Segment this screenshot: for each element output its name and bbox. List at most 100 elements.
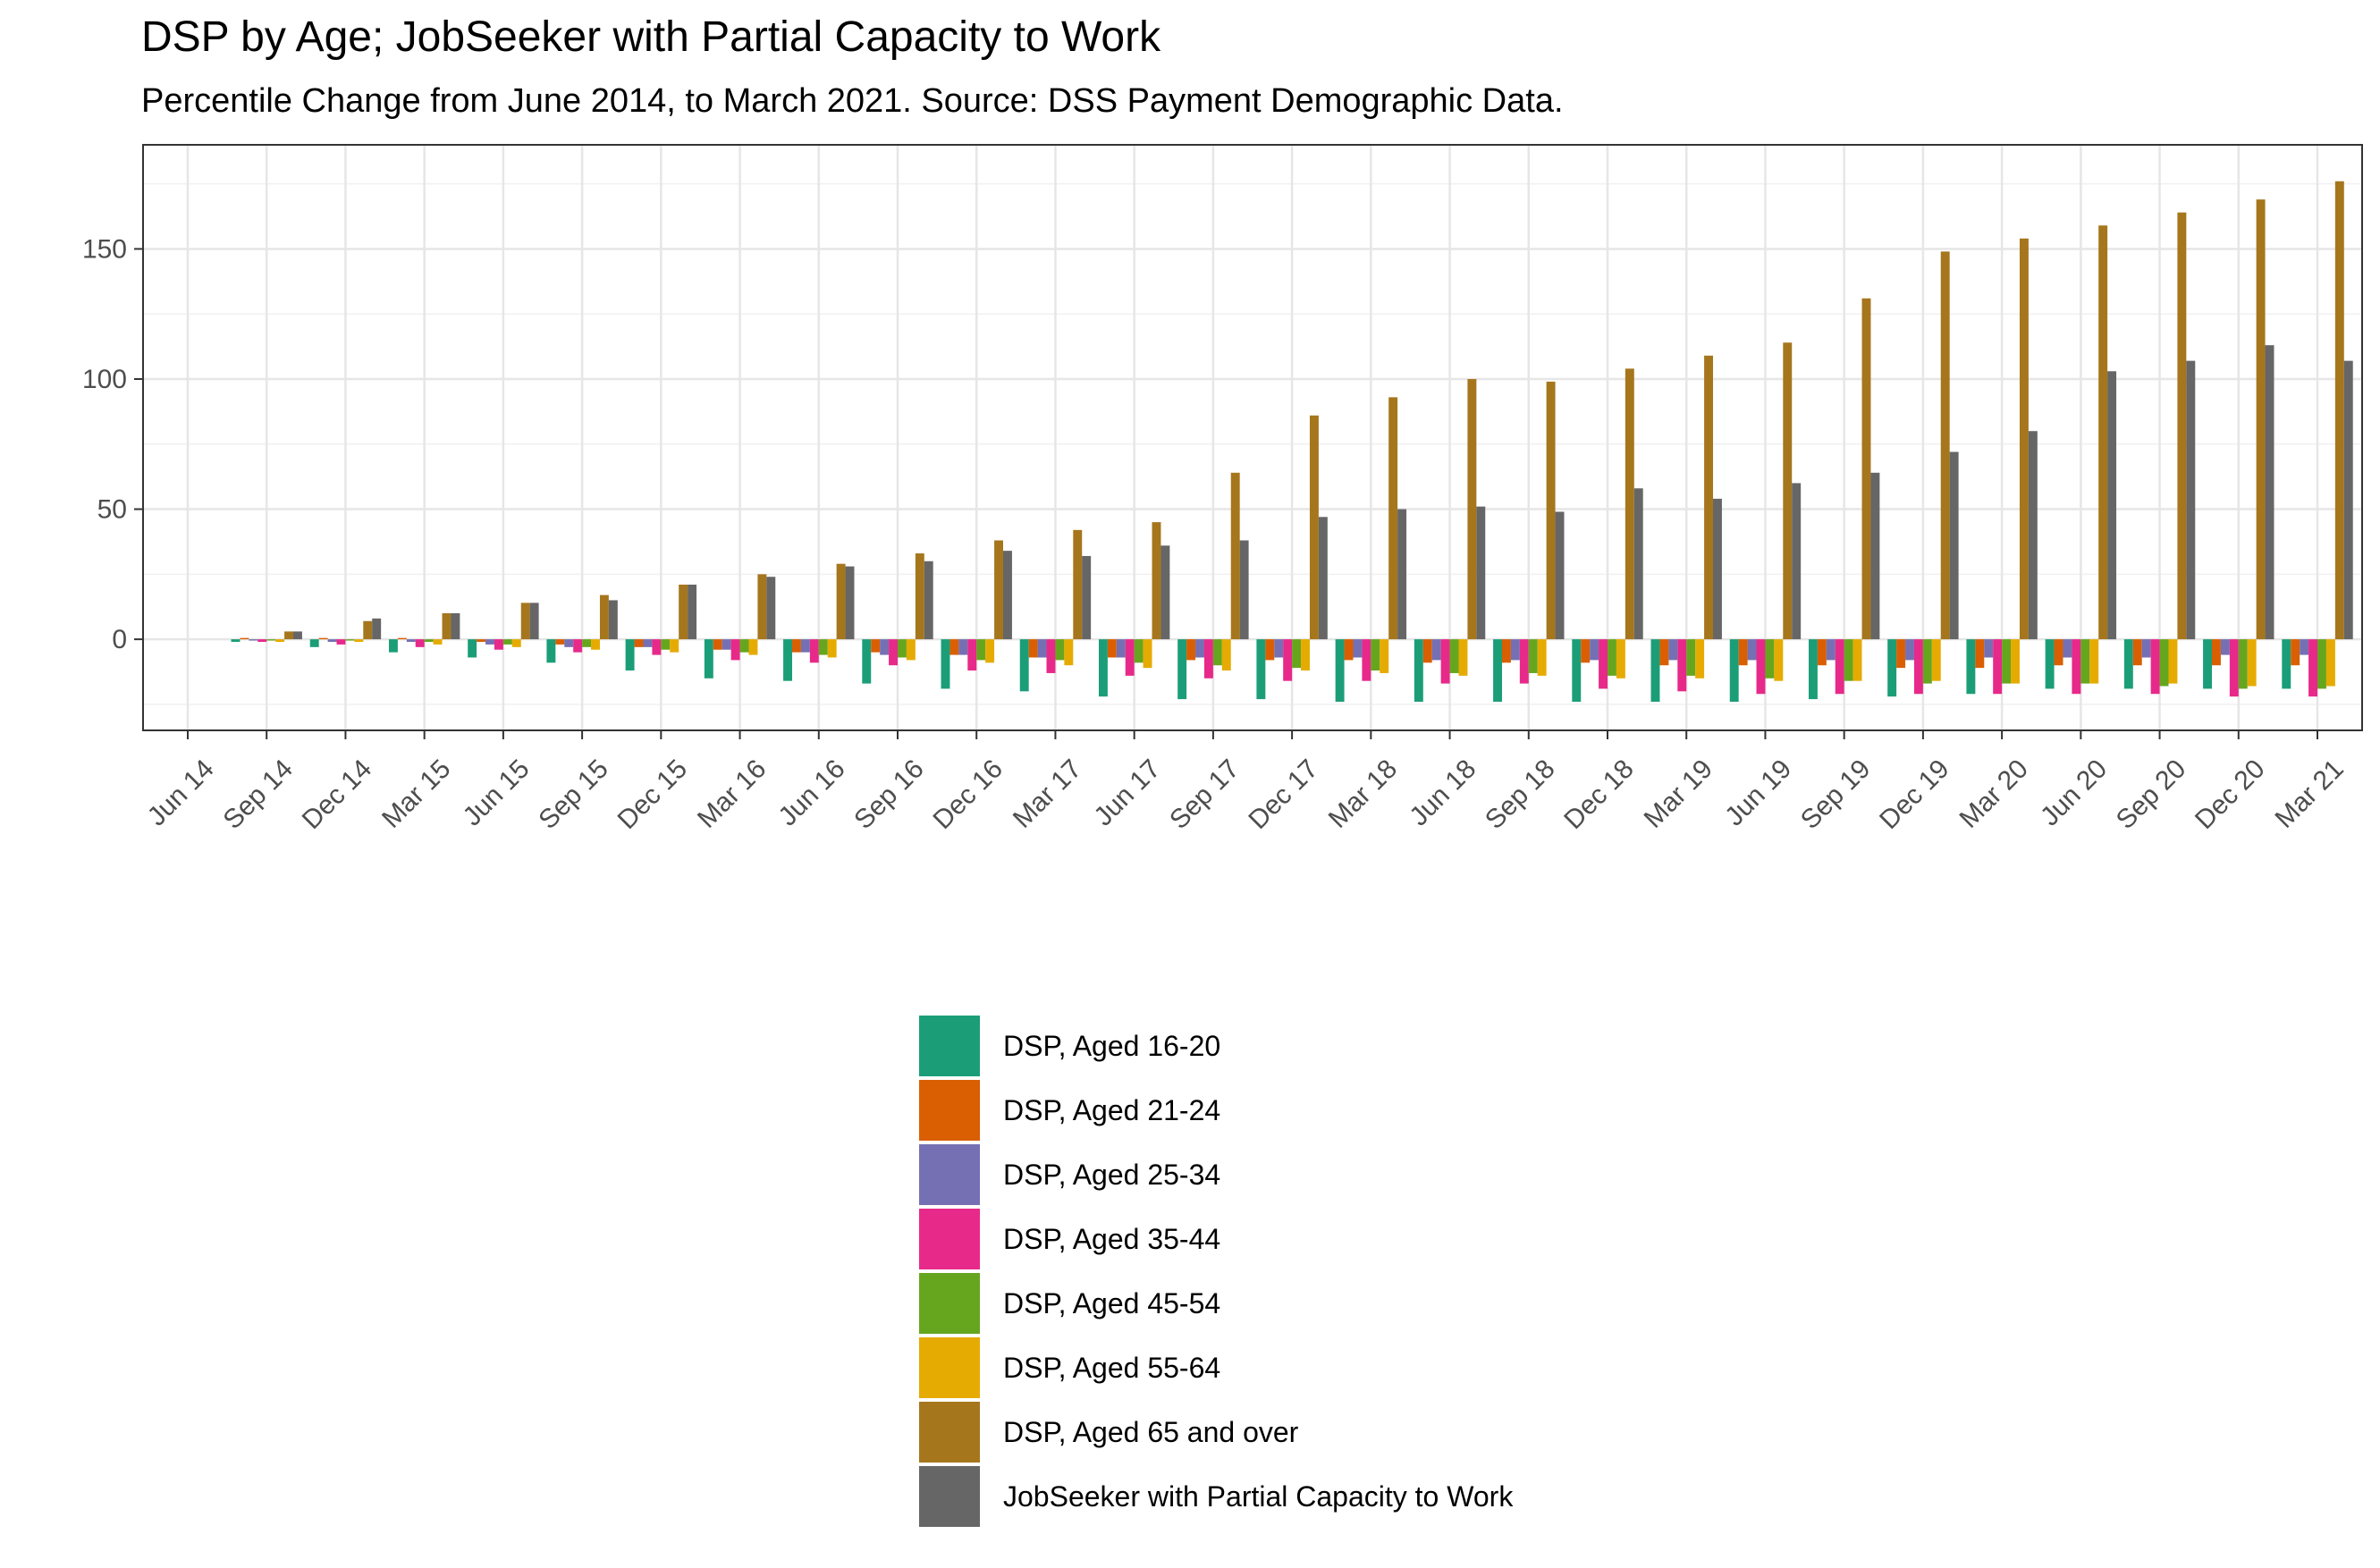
bar [1677,639,1687,692]
x-tick-label: Mar 21 [2269,754,2349,833]
bar [2054,639,2064,666]
bar [1510,639,1520,661]
x-tick-label: Sep 16 [848,754,930,835]
bar [591,639,600,650]
bar [599,594,609,640]
bar [240,637,249,640]
legend-label: DSP, Aged 16-20 [1003,1030,1221,1062]
bar [1783,342,1793,640]
bar [1528,639,1538,673]
bar [880,639,890,655]
bar [284,631,293,640]
x-tick-label: Jun 20 [2035,754,2113,831]
bar [1239,540,1249,640]
bar [1519,639,1529,684]
x-tick-label: Mar 20 [1954,754,2034,833]
bar [2002,639,2012,684]
bar [898,639,907,658]
y-tick-label: 150 [82,234,127,264]
chart-subtitle: Percentile Change from June 2014, to Mar… [141,82,1564,120]
bar [818,639,828,655]
legend-swatch [919,1016,980,1076]
bar [1353,639,1363,658]
plot-panel [143,145,2362,730]
bar [2089,639,2099,684]
bar [275,639,285,643]
bar [827,639,837,658]
bar [266,639,276,641]
bar [1572,639,1582,702]
bar [994,540,1003,640]
bar [327,639,337,643]
legend-label: DSP, Aged 35-44 [1003,1223,1221,1255]
bar [451,613,460,640]
bar [1808,639,1818,700]
bar [1835,639,1844,695]
bar [1931,639,1941,681]
bar [1887,639,1897,697]
bar [1581,639,1591,663]
bar [1431,639,1441,661]
bar [1301,639,1310,671]
bar [2011,639,2020,684]
bar [1896,639,1906,669]
legend-item: DSP, Aged 45-54 [919,1271,1724,1336]
bar [1362,639,1371,681]
plot-border [142,144,2363,731]
legend-item: DSP, Aged 21-24 [919,1078,1724,1142]
bar [415,639,425,647]
bar [1493,639,1503,702]
bar [967,639,977,671]
bar [1940,251,1950,640]
bar [2028,431,2038,640]
bar [1729,639,1739,702]
bar [1116,639,1126,658]
x-tick-label: Jun 16 [773,754,851,831]
x-tick-label: Jun 17 [1088,754,1166,831]
bar [976,639,986,661]
bar [2256,199,2266,640]
bar [2186,360,2196,640]
bar [1292,639,1302,669]
bar [2072,639,2081,695]
bar [1449,639,1459,673]
bar [704,639,713,679]
bar [1371,639,1380,671]
bar [1476,506,1486,640]
bar [1380,639,1389,673]
bar [573,639,583,653]
bar [1984,639,1994,658]
x-tick-label: Sep 18 [1480,754,1561,835]
bar [257,639,267,643]
bar [424,639,434,643]
bar [529,603,539,640]
bar [397,637,407,640]
bar [336,639,346,645]
bar [1046,639,1056,673]
bar [2343,360,2353,640]
bar [249,639,258,641]
bar [688,584,697,640]
legend-swatch [919,1080,980,1141]
bar [511,639,521,647]
bar [494,639,503,650]
legend-swatch [919,1144,980,1205]
bar [477,639,486,643]
bar [915,553,924,640]
bar [985,639,995,663]
bar [862,639,872,684]
bar [372,618,382,640]
bar [520,603,530,640]
bar [363,620,373,640]
bar [1397,509,1407,640]
bar [2238,639,2248,689]
x-tick-label: Sep 15 [533,754,614,835]
bar [564,639,574,647]
bar [1256,639,1266,700]
bar [1905,639,1914,661]
bar [1003,551,1012,640]
bar [1028,639,1038,658]
x-tick-label: Mar 16 [692,754,772,833]
bar [739,639,749,653]
legend-swatch [919,1337,980,1398]
